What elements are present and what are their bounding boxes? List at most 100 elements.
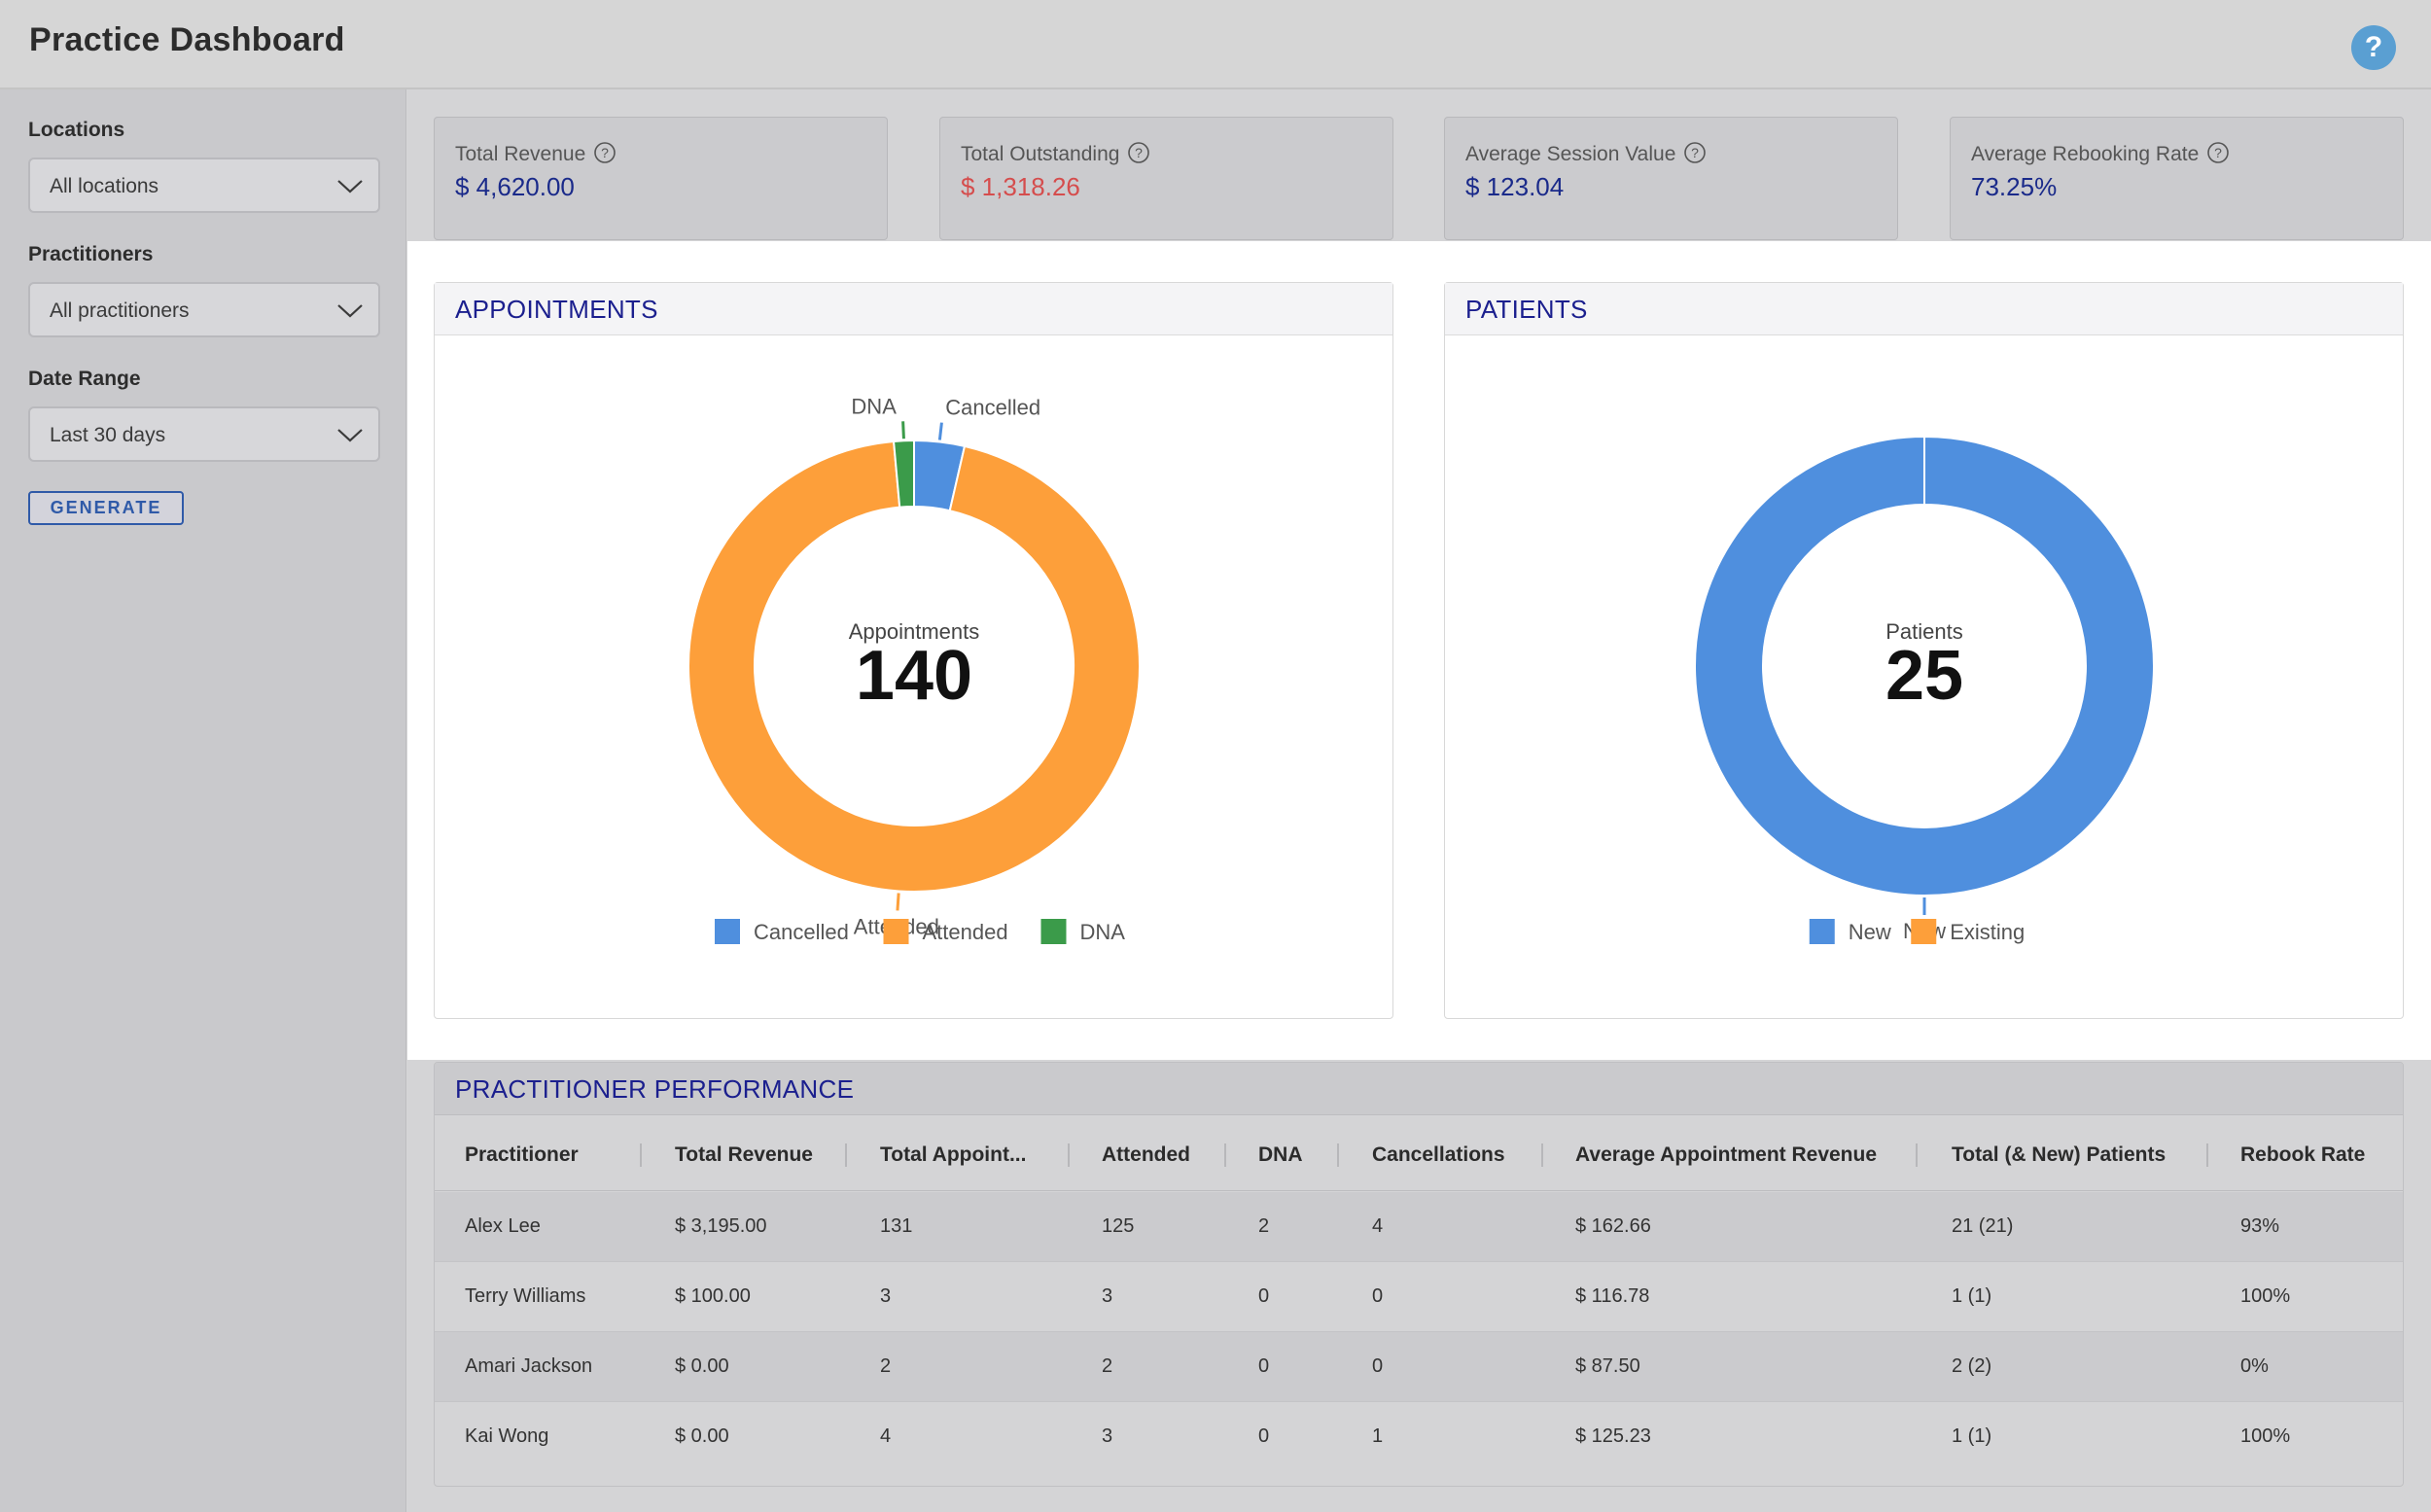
column-header[interactable]: Rebook Rate: [2240, 1143, 2366, 1166]
question-circle-icon[interactable]: ?: [593, 141, 617, 164]
chevron-down-icon: [337, 429, 363, 442]
table-column-header-row: Practitioner Total Revenue Total Appoint…: [435, 1116, 2403, 1191]
column-header[interactable]: DNA: [1258, 1143, 1303, 1166]
cell-total-appointments: 131: [880, 1215, 913, 1237]
cell-total-revenue: $ 0.00: [675, 1355, 729, 1377]
slice-dna: [892, 439, 915, 509]
cell-total-revenue: $ 3,195.00: [675, 1215, 767, 1237]
page-title: Practice Dashboard: [29, 21, 345, 58]
locations-value: All locations: [50, 175, 159, 197]
practitioner-performance-table: PRACTITIONER PERFORMANCE Practitioner To…: [434, 1062, 2404, 1487]
column-header[interactable]: Average Appointment Revenue: [1575, 1143, 1878, 1166]
legend-label-dna: DNA: [1080, 920, 1126, 944]
cell-total-revenue: $ 100.00: [675, 1285, 751, 1307]
patients-card: PATIENTS NewPatients25NewExisting: [1444, 282, 2404, 1019]
cell-attended: 3: [1102, 1285, 1113, 1307]
question-circle-icon[interactable]: ?: [2206, 141, 2230, 164]
cell-practitioner: Alex Lee: [465, 1215, 541, 1237]
question-circle-icon[interactable]: ?: [1127, 141, 1150, 164]
center-label: Appointments: [849, 619, 980, 644]
legend-label-attended: Attended: [923, 920, 1008, 944]
kpi-label: Total Revenue: [455, 143, 586, 165]
cell-total-appointments: 4: [880, 1425, 892, 1447]
leader-line-cancelled: [937, 422, 943, 440]
cell-rebook-rate: 0%: [2240, 1355, 2269, 1377]
svg-text:?: ?: [1691, 145, 1699, 160]
practitioners-value: All practitioners: [50, 299, 190, 322]
cell-patients: 1 (1): [1952, 1425, 1992, 1447]
svg-text:?: ?: [2214, 145, 2222, 160]
cell-dna: 2: [1258, 1215, 1270, 1237]
cell-practitioner: Terry Williams: [465, 1285, 586, 1307]
leader-line-dna: [901, 421, 905, 440]
slice-label-cancelled: Cancelled: [945, 396, 1040, 420]
table-row[interactable]: Alex Lee $ 3,195.00 131 125 2 4 $ 162.66…: [435, 1192, 2403, 1262]
legend-swatch-attended: [883, 919, 909, 944]
column-separator[interactable]: [1224, 1143, 1226, 1167]
patients-donut-chart: NewPatients25NewExisting: [1693, 435, 2155, 944]
table-title: PRACTITIONER PERFORMANCE: [455, 1074, 855, 1104]
legend-swatch-cancelled: [715, 919, 740, 944]
cell-cancellations: 4: [1372, 1215, 1384, 1237]
column-header[interactable]: Total (& New) Patients: [1952, 1143, 2167, 1166]
kpi-value: $ 4,620.00: [455, 172, 575, 201]
svg-text:?: ?: [1136, 145, 1144, 160]
column-header[interactable]: Total Appoint...: [880, 1143, 1027, 1166]
legend-label-existing: Existing: [1950, 920, 2025, 944]
column-separator[interactable]: [1337, 1143, 1339, 1167]
cell-cancellations: 0: [1372, 1355, 1384, 1377]
kpi-label: Average Rebooking Rate: [1971, 143, 2200, 165]
column-separator[interactable]: [1541, 1143, 1543, 1167]
table-row[interactable]: Terry Williams $ 100.00 3 3 0 0 $ 116.78…: [435, 1262, 2403, 1332]
chevron-down-icon: [337, 304, 363, 318]
question-circle-icon[interactable]: ?: [1683, 141, 1707, 164]
cell-cancellations: 1: [1372, 1425, 1384, 1447]
slice-new: [1693, 435, 2155, 897]
table-row[interactable]: Amari Jackson $ 0.00 2 2 0 0 $ 87.50 2 (…: [435, 1332, 2403, 1402]
generate-button[interactable]: GENERATE: [28, 491, 184, 525]
column-separator[interactable]: [640, 1143, 642, 1167]
kpi-value: $ 123.04: [1465, 172, 1565, 201]
filter-sidebar: Locations All locations Practitioners Al…: [0, 89, 406, 1512]
practitioners-label: Practitioners: [28, 243, 154, 265]
cell-attended: 125: [1102, 1215, 1135, 1237]
cell-avg-appointment-revenue: $ 125.23: [1575, 1425, 1651, 1447]
column-separator[interactable]: [1916, 1143, 1918, 1167]
table-header-bar: PRACTITIONER PERFORMANCE: [435, 1063, 2403, 1115]
cell-rebook-rate: 100%: [2240, 1285, 2291, 1307]
legend-swatch-new: [1809, 919, 1835, 944]
patients-card-title: PATIENTS: [1465, 295, 1588, 324]
locations-select[interactable]: All locations: [28, 158, 380, 213]
cell-total-appointments: 3: [880, 1285, 892, 1307]
help-icon[interactable]: ?: [2351, 25, 2396, 70]
cell-attended: 3: [1102, 1425, 1113, 1447]
appointments-card-title: APPOINTMENTS: [455, 295, 658, 324]
appointments-card: APPOINTMENTS Cancelled Attended DNA Appoint…: [434, 282, 1393, 1019]
cell-avg-appointment-revenue: $ 162.66: [1575, 1215, 1651, 1237]
column-header[interactable]: Total Revenue: [675, 1143, 813, 1166]
cell-dna: 0: [1258, 1425, 1270, 1447]
column-header[interactable]: Practitioner: [465, 1143, 579, 1166]
slice-attended: [687, 440, 1141, 893]
column-separator[interactable]: [1068, 1143, 1070, 1167]
kpi-average-rebooking-rate: Average Rebooking Rate? 73.25%: [1950, 117, 2404, 240]
cell-attended: 2: [1102, 1355, 1113, 1377]
column-separator[interactable]: [2206, 1143, 2208, 1167]
kpi-value: 73.25%: [1971, 172, 2058, 201]
table-row[interactable]: Kai Wong $ 0.00 4 3 0 1 $ 125.23 1 (1) 1…: [435, 1402, 2403, 1472]
practitioners-select[interactable]: All practitioners: [28, 282, 380, 337]
column-header[interactable]: Cancellations: [1372, 1143, 1505, 1166]
cell-avg-appointment-revenue: $ 87.50: [1575, 1355, 1640, 1377]
column-separator[interactable]: [845, 1143, 847, 1167]
cell-rebook-rate: 93%: [2240, 1215, 2280, 1237]
column-header[interactable]: Attended: [1102, 1143, 1190, 1166]
kpi-total-outstanding: Total Outstanding? $ 1,318.26: [939, 117, 1393, 240]
chevron-down-icon: [337, 180, 363, 193]
date-range-select[interactable]: Last 30 days: [28, 406, 380, 462]
cell-total-revenue: $ 0.00: [675, 1425, 729, 1447]
legend-swatch-dna: [1040, 919, 1067, 944]
cell-cancellations: 0: [1372, 1285, 1384, 1307]
slice-label-dna: DNA: [851, 394, 897, 418]
legend-label-cancelled: Cancelled: [754, 920, 849, 944]
kpi-total-revenue: Total Revenue? $ 4,620.00: [434, 117, 888, 240]
